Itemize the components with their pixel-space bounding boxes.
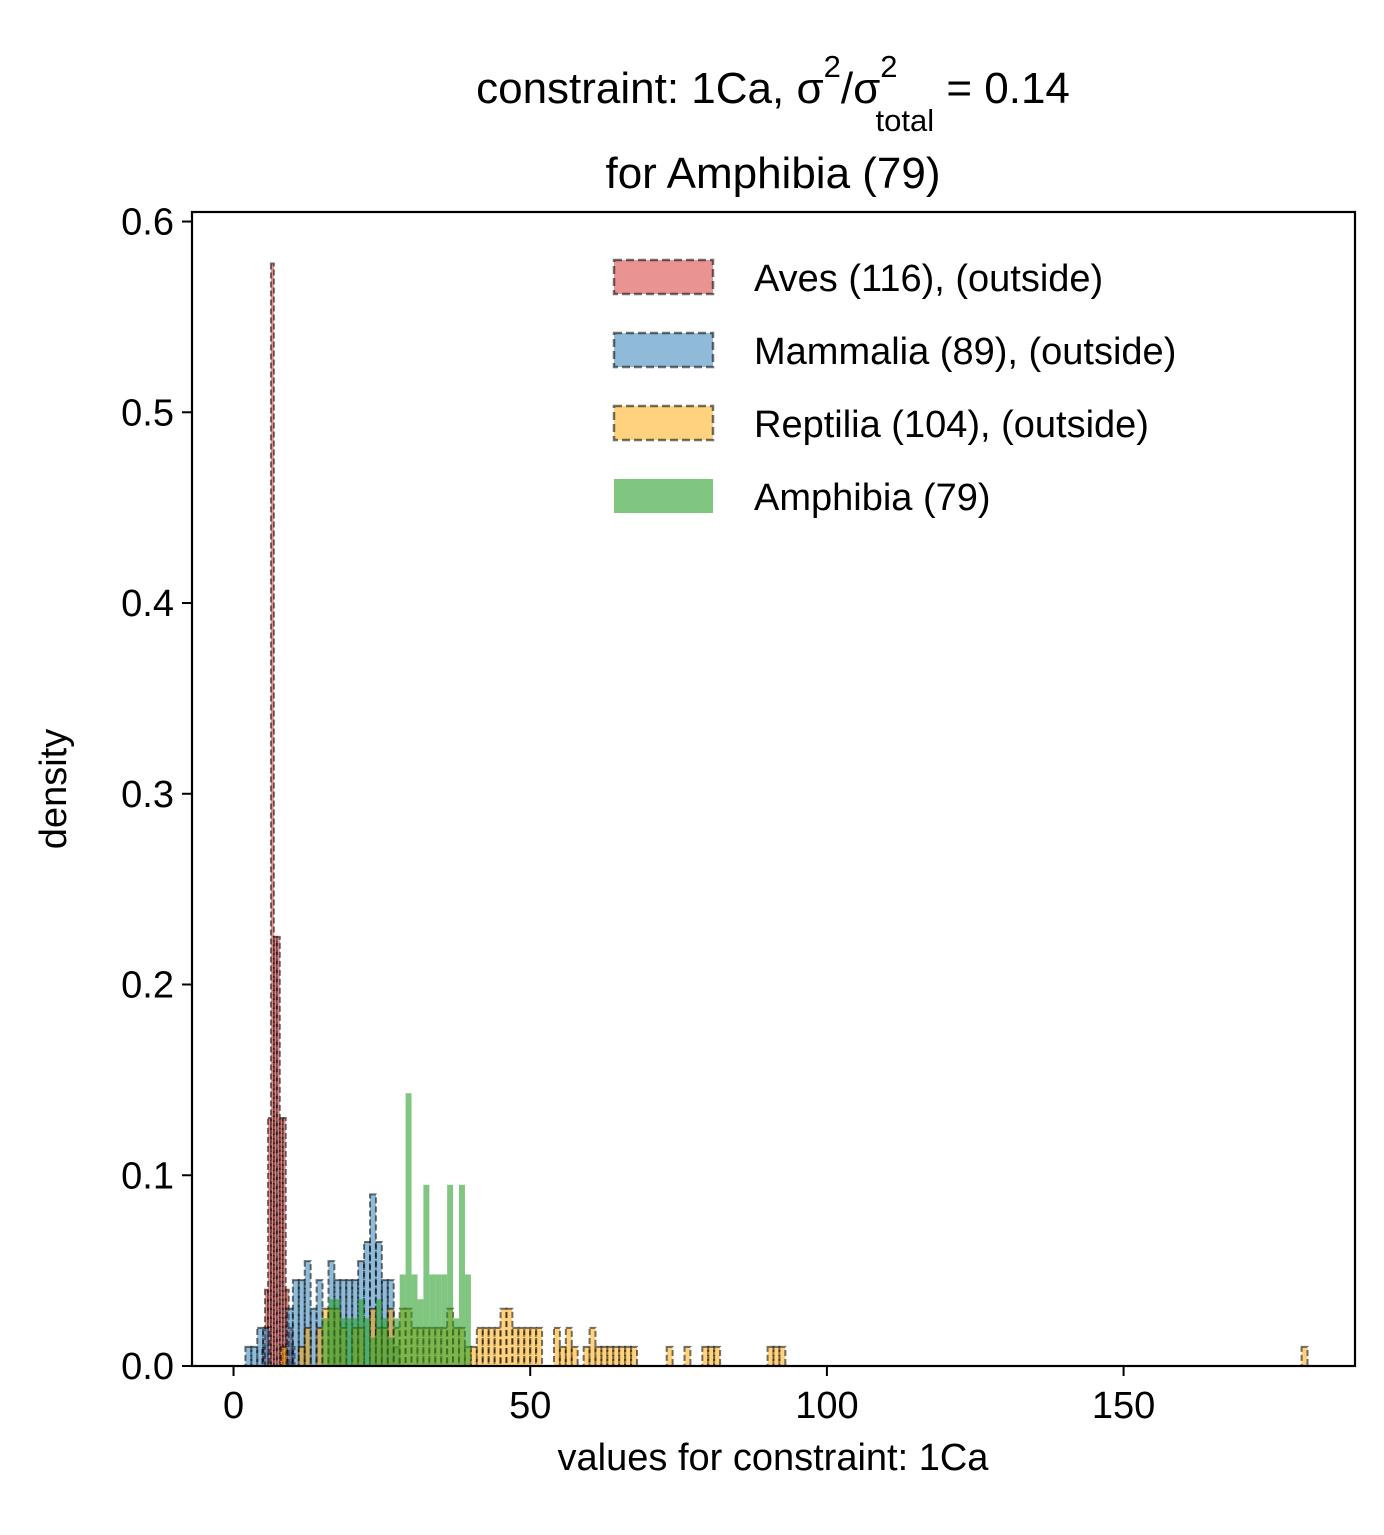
y-tick-label-2: 0.2 xyxy=(121,965,174,1007)
bar-series-2-bin-52 xyxy=(665,1345,674,1368)
y-tick-label-1: 0.1 xyxy=(121,1155,174,1197)
x-tick-label-1: 50 xyxy=(509,1385,551,1427)
bar-series-3-bin-19 xyxy=(435,1274,442,1366)
bar-series-3-bin-12 xyxy=(393,1318,400,1366)
bar-series-3-bin-24 xyxy=(464,1274,471,1366)
bar-series-2-bin-38 xyxy=(535,1326,544,1367)
bar-series-3-bin-2 xyxy=(334,1299,341,1366)
bar-series-3-bin-20 xyxy=(441,1274,448,1366)
bar-series-3-bin-13 xyxy=(399,1274,406,1366)
bar-series-3-bin-3 xyxy=(340,1318,347,1366)
chart-title-line2: for Amphibia (79) xyxy=(605,149,940,198)
bar-series-3-bin-9 xyxy=(375,1299,382,1366)
y-tick-label-5: 0.5 xyxy=(121,392,174,434)
legend-label-0: Aves (116), (outside) xyxy=(754,258,1103,300)
chart-title: constraint: 1Ca, σ2/σ2 total = 0.14 xyxy=(476,49,1070,138)
y-tick-label-3: 0.3 xyxy=(121,774,174,816)
bar-series-3-bin-11 xyxy=(387,1337,394,1366)
bar-series-2-bin-56 xyxy=(713,1345,722,1368)
y-tick-label-4: 0.4 xyxy=(121,583,174,625)
bar-series-2-bin-51 xyxy=(630,1345,639,1368)
bar-series-3-bin-6 xyxy=(358,1299,365,1366)
legend-label-3: Amphibia (79) xyxy=(754,477,991,519)
bar-series-3-bin-16 xyxy=(417,1299,424,1366)
x-axis-label: values for constraint: 1Ca xyxy=(558,1437,990,1479)
legend: Aves (116), (outside) Mammalia (89), (out… xyxy=(612,258,1176,519)
bar-series-3-bin-10 xyxy=(381,1318,388,1366)
bar-series-3-bin-5 xyxy=(352,1318,359,1366)
bar-series-3-bin-4 xyxy=(346,1318,353,1366)
legend-swatch-3 xyxy=(614,479,713,513)
plot-frame xyxy=(190,210,1357,1368)
bar-series-0-bin-3 xyxy=(269,262,275,1367)
bar-series-2-bin-60 xyxy=(1300,1345,1309,1368)
bar-series-2-bin-0 xyxy=(280,1345,288,1368)
bar-series-3-bin-1 xyxy=(328,1299,335,1366)
x-axis: 0 50 100 150 xyxy=(223,1366,1155,1427)
bar-series-3-bin-23 xyxy=(459,1184,465,1366)
legend-swatch-2 xyxy=(612,404,715,442)
bar-series-1-bin-3 xyxy=(262,1326,271,1367)
legend-swatch-1 xyxy=(612,331,715,369)
bar-series-2-bin-2 xyxy=(303,1326,312,1367)
x-tick-label-0: 0 xyxy=(223,1385,244,1427)
bar-series-2-bin-59 xyxy=(778,1345,787,1368)
bar-series-2-bin-42 xyxy=(570,1345,579,1368)
bar-series-3-bin-8 xyxy=(370,1337,376,1366)
bar-series-3-bin-21 xyxy=(447,1184,454,1366)
bar-series-3-bin-0 xyxy=(322,1318,329,1366)
bar-series-3-bin-22 xyxy=(453,1318,460,1366)
bar-series-3-bin-17 xyxy=(423,1184,430,1366)
legend-label-2: Reptilia (104), (outside) xyxy=(754,404,1149,446)
y-axis-label: density xyxy=(33,729,75,849)
legend-label-1: Mammalia (89), (outside) xyxy=(754,331,1176,373)
x-tick-label-3: 150 xyxy=(1092,1385,1155,1427)
bar-series-3-bin-15 xyxy=(411,1274,418,1366)
y-axis: 0.0 0.1 0.2 0.3 0.4 0.5 0.6 xyxy=(121,202,192,1388)
legend-swatch-0 xyxy=(612,258,715,296)
bar-series-3-bin-18 xyxy=(429,1274,436,1366)
bar-series-2-bin-53 xyxy=(683,1345,692,1368)
y-tick-label-6: 0.6 xyxy=(121,202,174,244)
bar-series-3-bin-14 xyxy=(405,1093,412,1366)
bar-series-3-bin-7 xyxy=(364,1318,371,1366)
y-tick-label-0: 0.0 xyxy=(121,1346,174,1388)
x-tick-label-2: 100 xyxy=(795,1385,858,1427)
